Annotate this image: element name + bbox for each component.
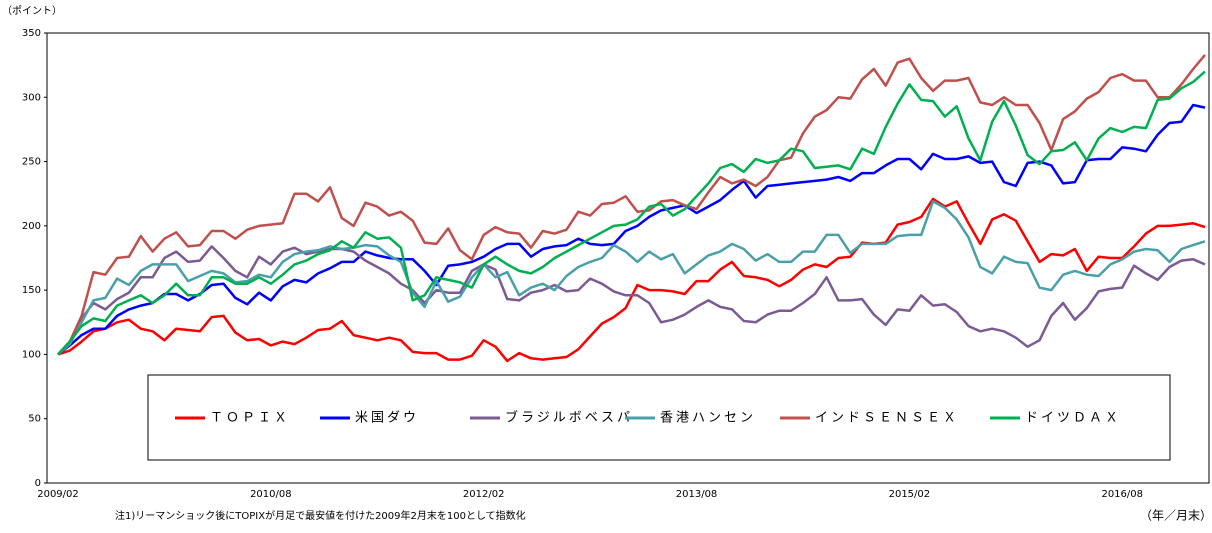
legend-label: ＴＯＰＩＸ bbox=[210, 411, 290, 426]
x-tick-label: 2015/02 bbox=[889, 489, 931, 500]
legend-label: 香港ハンセン bbox=[660, 411, 756, 426]
y-tick-label: 100 bbox=[22, 349, 41, 360]
y-tick-label: 250 bbox=[22, 157, 41, 168]
note: 注1)リーマンショック後にTOPIXが月足で最安値を付けた2009年2月末を10… bbox=[115, 509, 526, 522]
y-tick-label: 350 bbox=[22, 28, 41, 39]
series-line bbox=[57, 54, 1206, 356]
x-unit-label: （年／月末） bbox=[1140, 509, 1212, 523]
legend-label: 米国ダウ bbox=[355, 411, 419, 426]
x-tick-label: 2012/02 bbox=[463, 489, 505, 500]
series-line bbox=[57, 245, 1206, 356]
legend-label: ドイツＤＡＸ bbox=[1025, 411, 1121, 426]
y-tick-label: 150 bbox=[22, 285, 41, 296]
plot-frame bbox=[46, 32, 1210, 484]
y-tick-label: 300 bbox=[22, 92, 41, 103]
x-tick-label: 2009/02 bbox=[37, 489, 79, 500]
series-line bbox=[57, 200, 1206, 356]
y-tick-label: 0 bbox=[35, 478, 41, 489]
series-line bbox=[57, 103, 1206, 356]
y-tick-label: 50 bbox=[28, 414, 41, 425]
x-tick-label: 2010/08 bbox=[250, 489, 292, 500]
legend-label: インドＳＥＮＳＥＸ bbox=[815, 411, 959, 426]
x-tick-label: 2016/08 bbox=[1101, 489, 1143, 500]
y-unit-label: （ポイント） bbox=[2, 5, 62, 17]
legend-label: ブラジルボベスパ bbox=[505, 410, 633, 426]
x-tick-label: 2013/08 bbox=[676, 489, 718, 500]
y-tick-label: 200 bbox=[22, 221, 41, 232]
series-line bbox=[57, 70, 1206, 356]
